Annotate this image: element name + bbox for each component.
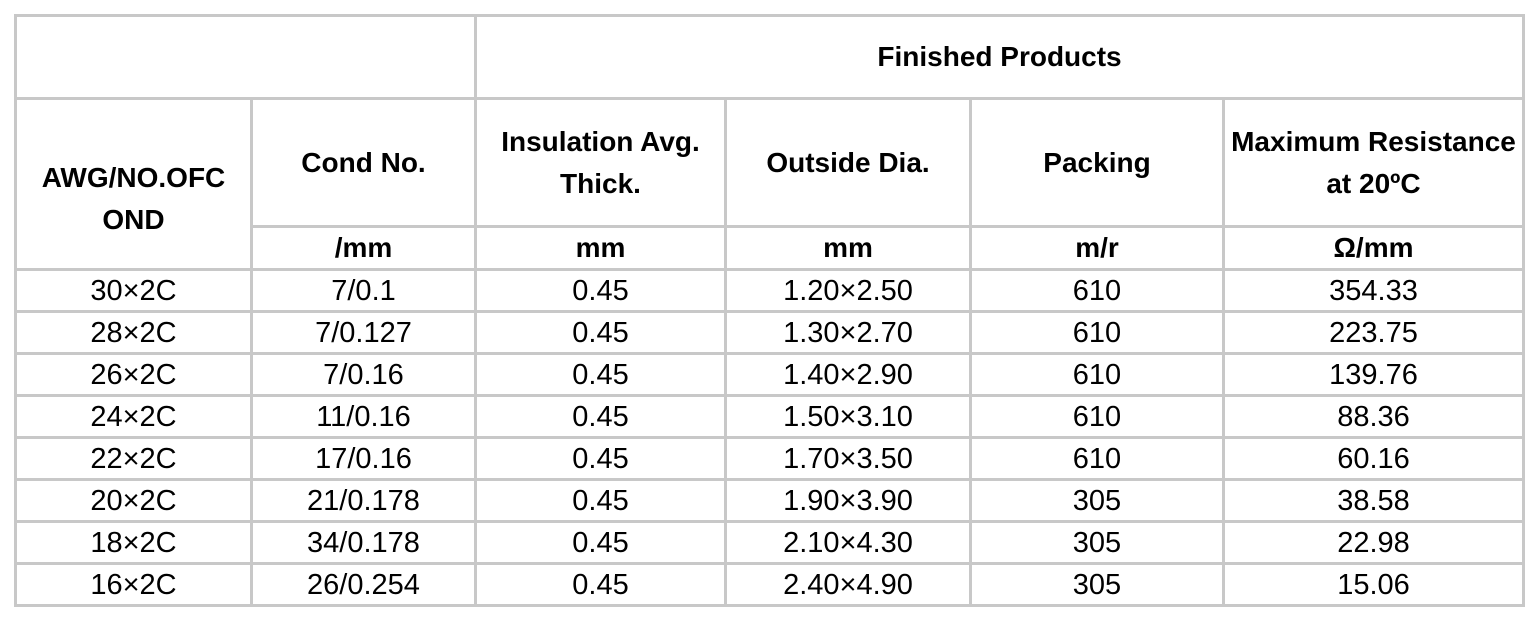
cell-packing: 610 xyxy=(969,436,1225,481)
cell-packing: 610 xyxy=(969,310,1225,355)
cell-outside: 1.20×2.50 xyxy=(724,268,972,313)
unit-cond: /mm xyxy=(250,225,477,271)
cell-outside: 2.10×4.30 xyxy=(724,520,972,565)
cell-resistance: 354.33 xyxy=(1222,268,1525,313)
cell-insulation: 0.45 xyxy=(474,268,727,313)
cell-insulation: 0.45 xyxy=(474,394,727,439)
header-resistance: Maximum Resistance at 20ºC xyxy=(1222,97,1525,228)
table-row: 26×2C 7/0.16 0.45 1.40×2.90 610 139.76 xyxy=(14,352,1525,397)
header-insulation: Insulation Avg. Thick. xyxy=(474,97,727,228)
table-row: 20×2C 21/0.178 0.45 1.90×3.90 305 38.58 xyxy=(14,478,1525,523)
cell-outside: 1.90×3.90 xyxy=(724,478,972,523)
cell-resistance: 139.76 xyxy=(1222,352,1525,397)
unit-insulation: mm xyxy=(474,225,727,271)
header-packing: Packing xyxy=(969,97,1225,228)
table-row: 30×2C 7/0.1 0.45 1.20×2.50 610 354.33 xyxy=(14,268,1525,313)
cell-awg: 16×2C xyxy=(14,562,253,607)
cell-insulation: 0.45 xyxy=(474,520,727,565)
cell-cond: 7/0.1 xyxy=(250,268,477,313)
cell-awg: 30×2C xyxy=(14,268,253,313)
header-finished-products: Finished Products xyxy=(474,14,1525,100)
unit-resistance: Ω/mm xyxy=(1222,225,1525,271)
header-cond-no: Cond No. xyxy=(250,97,477,228)
table-row: 16×2C 26/0.254 0.45 2.40×4.90 305 15.06 xyxy=(14,562,1525,607)
cell-resistance: 88.36 xyxy=(1222,394,1525,439)
cell-awg: 28×2C xyxy=(14,310,253,355)
cell-insulation: 0.45 xyxy=(474,310,727,355)
cell-resistance: 60.16 xyxy=(1222,436,1525,481)
cell-resistance: 22.98 xyxy=(1222,520,1525,565)
cell-resistance: 223.75 xyxy=(1222,310,1525,355)
cell-insulation: 0.45 xyxy=(474,562,727,607)
cell-packing: 305 xyxy=(969,520,1225,565)
cell-cond: 7/0.16 xyxy=(250,352,477,397)
cell-awg: 22×2C xyxy=(14,436,253,481)
cell-insulation: 0.45 xyxy=(474,352,727,397)
header-outside-dia: Outside Dia. xyxy=(724,97,972,228)
cell-packing: 610 xyxy=(969,268,1225,313)
cell-cond: 17/0.16 xyxy=(250,436,477,481)
cell-packing: 610 xyxy=(969,394,1225,439)
spec-table: Finished Products AWG/NO.OFC OND Cond No… xyxy=(14,14,1525,607)
cell-insulation: 0.45 xyxy=(474,436,727,481)
header-awg: AWG/NO.OFC OND xyxy=(14,97,253,271)
cell-outside: 1.70×3.50 xyxy=(724,436,972,481)
cell-cond: 7/0.127 xyxy=(250,310,477,355)
table-row: 28×2C 7/0.127 0.45 1.30×2.70 610 223.75 xyxy=(14,310,1525,355)
cell-awg: 24×2C xyxy=(14,394,253,439)
table-row: 18×2C 34/0.178 0.45 2.10×4.30 305 22.98 xyxy=(14,520,1525,565)
cell-packing: 305 xyxy=(969,562,1225,607)
cell-cond: 34/0.178 xyxy=(250,520,477,565)
cell-cond: 11/0.16 xyxy=(250,394,477,439)
cell-insulation: 0.45 xyxy=(474,478,727,523)
table-row: 22×2C 17/0.16 0.45 1.70×3.50 610 60.16 xyxy=(14,436,1525,481)
table-row: 24×2C 11/0.16 0.45 1.50×3.10 610 88.36 xyxy=(14,394,1525,439)
cell-awg: 26×2C xyxy=(14,352,253,397)
cell-packing: 305 xyxy=(969,478,1225,523)
cell-cond: 21/0.178 xyxy=(250,478,477,523)
cell-packing: 610 xyxy=(969,352,1225,397)
unit-outside: mm xyxy=(724,225,972,271)
cell-outside: 1.30×2.70 xyxy=(724,310,972,355)
header-row-units: /mm mm mm m/r Ω/mm xyxy=(16,225,1525,271)
cell-awg: 18×2C xyxy=(14,520,253,565)
header-row-columns: AWG/NO.OFC OND Cond No. Insulation Avg. … xyxy=(14,97,1525,271)
cell-cond: 26/0.254 xyxy=(250,562,477,607)
header-row-group: Finished Products xyxy=(14,14,1525,100)
cell-resistance: 15.06 xyxy=(1222,562,1525,607)
cell-outside: 2.40×4.90 xyxy=(724,562,972,607)
unit-packing: m/r xyxy=(969,225,1225,271)
cell-awg: 20×2C xyxy=(14,478,253,523)
cell-outside: 1.50×3.10 xyxy=(724,394,972,439)
cell-outside: 1.40×2.90 xyxy=(724,352,972,397)
cell-resistance: 38.58 xyxy=(1222,478,1525,523)
header-blank-cell xyxy=(14,14,477,100)
